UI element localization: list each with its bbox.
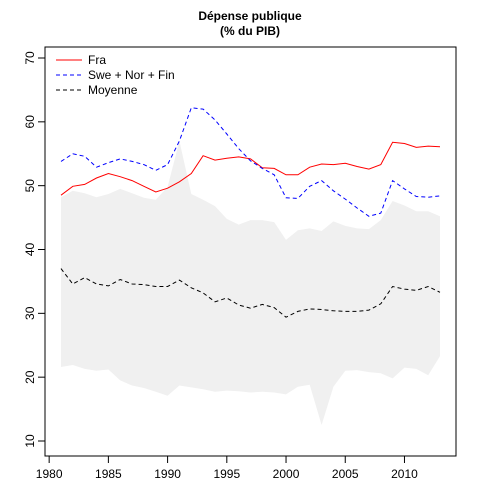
series-layer (60, 107, 441, 318)
range-band (61, 141, 440, 425)
series-line-2 (60, 107, 441, 217)
x-tick-label: 2010 (391, 467, 418, 481)
x-tick-label: 2000 (273, 467, 300, 481)
y-axis: 10 20 30 40 50 60 70 (23, 51, 46, 448)
series-line-3 (60, 268, 441, 318)
y-tick-label: 40 (23, 243, 37, 257)
y-tick-label: 10 (23, 434, 37, 448)
legend-label-1: Fra (88, 53, 106, 67)
x-tick-label: 1995 (213, 467, 240, 481)
legend-label-3: Moyenne (88, 83, 138, 97)
y-tick-label: 70 (23, 51, 37, 65)
x-tick-label: 1980 (36, 467, 63, 481)
x-tick-label: 2005 (332, 467, 359, 481)
chart-subtitle: (% du PIB) (220, 24, 280, 38)
range-band-layer (61, 141, 440, 425)
y-tick-label: 60 (23, 115, 37, 129)
y-tick-label: 50 (23, 179, 37, 193)
y-tick-label: 20 (23, 370, 37, 384)
x-tick-label: 1985 (95, 467, 122, 481)
x-tick-label: 1990 (154, 467, 181, 481)
legend-label-2: Swe + Nor + Fin (88, 68, 175, 82)
series-line-1 (60, 141, 441, 196)
x-axis: 1980 1985 1990 1995 2000 2005 2010 (36, 455, 418, 481)
chart-title: Dépense publique (198, 9, 302, 23)
y-tick-label: 30 (23, 306, 37, 320)
